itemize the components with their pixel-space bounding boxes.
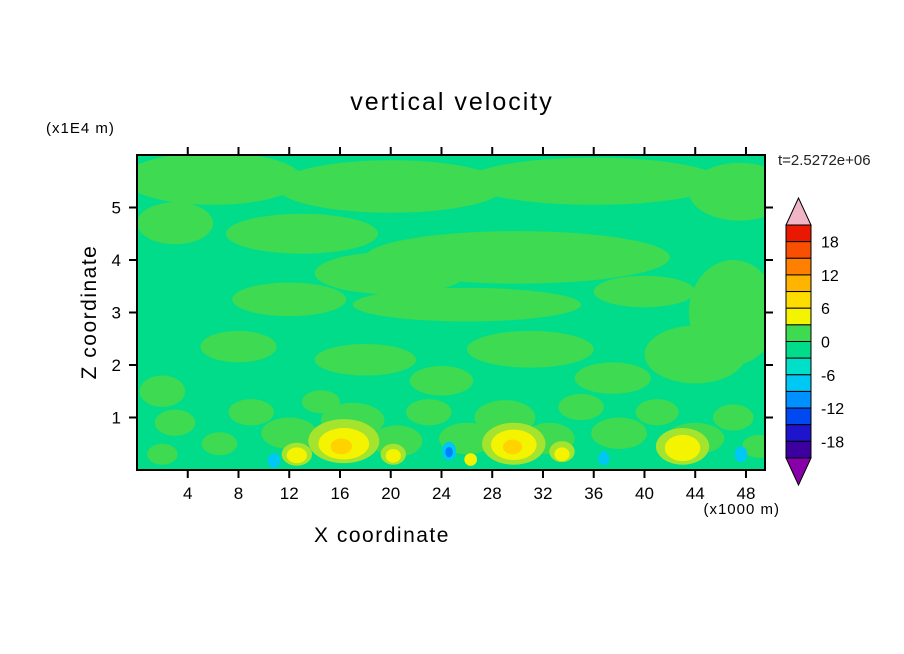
colorbar-label: 18: [821, 235, 839, 252]
colorbar-up-arrow: [785, 196, 812, 226]
colorbar-segment: [785, 324, 812, 343]
y-axis-unit-label: (x1E4 m): [46, 120, 115, 137]
field-patch: [591, 417, 648, 449]
field-patch: [225, 213, 379, 254]
field-patch: [409, 366, 474, 396]
x-tick-label: 8: [234, 484, 243, 503]
x-tick-label: 44: [686, 484, 705, 503]
field-patch: [712, 404, 754, 431]
colorbar-segment: [785, 241, 812, 259]
field-patch: [664, 434, 701, 462]
field-patch: [688, 162, 765, 221]
x-tick-label: 28: [483, 484, 502, 503]
colorbar-label: -12: [821, 401, 844, 418]
field-patch: [466, 157, 721, 205]
colorbar-segment: [785, 374, 812, 392]
field-patch: [635, 399, 679, 426]
field-patch: [201, 432, 238, 456]
field-patch: [554, 447, 570, 462]
field-patch: [267, 453, 281, 468]
colorbar-segment: [785, 341, 812, 359]
field-patch: [286, 447, 308, 464]
field-patch: [742, 434, 765, 458]
colorbar-label: 6: [821, 301, 830, 318]
field-patch: [352, 287, 582, 322]
field-patch: [261, 417, 318, 449]
field-patch: [154, 409, 196, 436]
x-tick-label: 32: [534, 484, 553, 503]
x-tick-label: 48: [737, 484, 756, 503]
y-tick-label: 4: [112, 251, 121, 270]
field-patch: [147, 443, 178, 465]
field-patch: [644, 325, 746, 384]
colorbar-label: -18: [821, 434, 844, 451]
colorbar-segment: [785, 257, 812, 276]
colorbar-label: -6: [821, 368, 835, 385]
colorbar-segment: [785, 357, 812, 376]
colorbar-segment: [785, 307, 812, 326]
x-tick-label: 12: [280, 484, 299, 503]
field-patch: [598, 451, 610, 466]
colorbar-label: 12: [821, 268, 839, 285]
y-tick-label: 1: [112, 409, 121, 428]
field-patch: [405, 399, 452, 426]
colorbar-segment: [785, 440, 812, 459]
field-patch: [503, 439, 523, 455]
field-patch: [232, 282, 347, 317]
field-patch: [314, 344, 417, 376]
x-tick-label: 36: [584, 484, 603, 503]
field-patch: [734, 446, 748, 463]
field-patch: [464, 453, 478, 466]
colorbar-down-arrow: [785, 457, 812, 487]
field-patch: [574, 362, 651, 394]
field-patch: [466, 330, 594, 368]
colorbar-segment: [785, 390, 812, 409]
field-patch: [385, 449, 401, 463]
x-tick-label: 20: [381, 484, 400, 503]
colorbar-segment: [785, 274, 812, 293]
colorbar-label: 0: [821, 335, 830, 352]
chart-title: vertical velocity: [350, 88, 554, 116]
field-patch: [139, 375, 186, 407]
field-patch: [445, 446, 453, 458]
field-patch: [301, 390, 340, 414]
x-axis-title: X coordinate: [314, 524, 450, 547]
field-patch: [200, 330, 277, 363]
x-tick-label: 24: [432, 484, 451, 503]
field-patch: [330, 438, 353, 455]
field-patch: [558, 393, 604, 421]
x-tick-label: 16: [331, 484, 350, 503]
y-tick-label: 2: [112, 356, 121, 375]
time-label: t=2.5272e+06: [778, 152, 871, 169]
field-patch: [314, 252, 467, 295]
field-patch: [228, 399, 275, 426]
colorbar-segment: [785, 407, 812, 426]
field-patch: [137, 155, 302, 205]
field-patch: [276, 160, 505, 213]
colorbar-segment: [785, 224, 812, 243]
colorbar-segment: [785, 291, 812, 309]
y-tick-label: 5: [112, 199, 121, 218]
x-axis-unit-label: (x1000 m): [703, 501, 780, 518]
field-patches: [137, 155, 765, 468]
y-tick-label: 3: [112, 304, 121, 323]
field-patch: [593, 275, 696, 308]
field-patch: [137, 202, 214, 245]
colorbar-segment: [785, 424, 812, 442]
x-tick-label: 4: [183, 484, 192, 503]
x-tick-label: 40: [635, 484, 654, 503]
